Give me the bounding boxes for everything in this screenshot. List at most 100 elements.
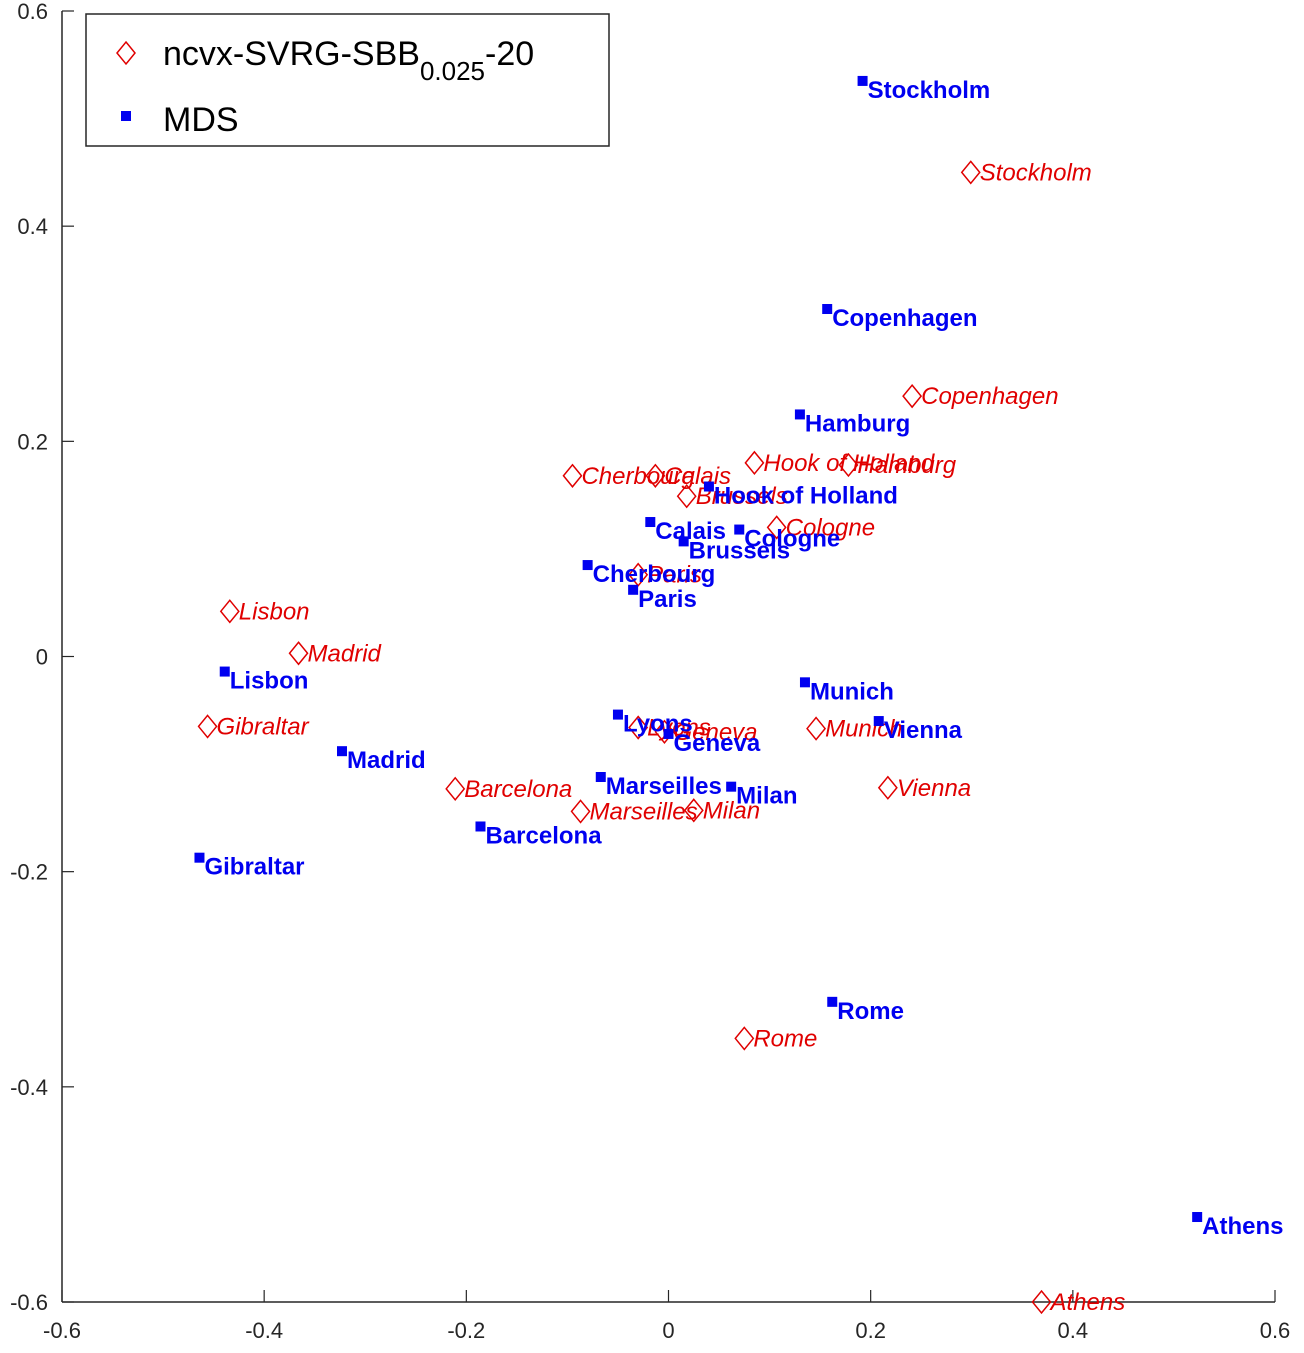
- legend-entry-mds: MDS: [163, 101, 239, 139]
- ncvx-label-stockholm: Stockholm: [980, 159, 1092, 186]
- ncvx-label-barcelona: Barcelona: [464, 776, 572, 803]
- x-tick-label: 0.4: [1058, 1318, 1089, 1343]
- ncvx-point-cologne: [766, 515, 787, 540]
- ncvx-label-copenhagen: Copenhagen: [921, 383, 1058, 410]
- ncvx-label-vienna: Vienna: [897, 775, 971, 802]
- x-tick-label: -0.4: [245, 1318, 283, 1343]
- y-tick-label: -0.6: [10, 1290, 48, 1315]
- ncvx-label-milan: Milan: [703, 797, 760, 824]
- mds-label-munich: Munich: [810, 678, 894, 705]
- mds-label-madrid: Madrid: [347, 747, 426, 774]
- y-tick-label: 0.2: [17, 429, 48, 454]
- mds-label-cherbourg: Cherbourg: [593, 561, 716, 588]
- ncvx-point-hamburg: [838, 452, 859, 478]
- mds-label-brussels: Brussels: [689, 537, 790, 564]
- ncvx-point-gibraltar: [197, 714, 218, 739]
- mds-label-lyons: Lyons: [623, 711, 693, 738]
- ncvx-label-paris: Paris: [647, 562, 702, 589]
- mds-point-lyons: [612, 709, 623, 720]
- x-tick-label: 0: [662, 1318, 674, 1343]
- data-marks: Stockholm Copenhagen Hook of Holland Hambur…: [194, 75, 1284, 1316]
- ncvx-label-cologne: Cologne: [786, 514, 875, 541]
- mds-point-marseilles: [595, 771, 606, 782]
- legend-square-marker: [121, 111, 131, 121]
- x-tick-label: -0.6: [43, 1318, 81, 1343]
- mds-label-geneva: Geneva: [674, 730, 761, 757]
- legend-ncvx-suffix: -20: [485, 35, 534, 73]
- ncvx-point-munich: [806, 716, 827, 741]
- ncvx-point-lisbon: [219, 599, 240, 624]
- ncvx-point-marseilles: [570, 799, 591, 824]
- mds-point-stockholm: [857, 75, 868, 86]
- x-tick-label: -0.2: [447, 1318, 485, 1343]
- ncvx-point-hook-of-holland: [744, 450, 765, 476]
- y-tick-label: -0.4: [10, 1075, 48, 1100]
- mds-label-copenhagen: Copenhagen: [832, 305, 977, 332]
- mds-point-madrid: [337, 746, 348, 757]
- mds-point-munich: [799, 677, 810, 688]
- ncvx-label-athens: Athens: [1048, 1289, 1125, 1316]
- legend-box: [85, 13, 610, 147]
- ncvx-label-madrid: Madrid: [308, 640, 382, 667]
- mds-label-vienna: Vienna: [884, 717, 963, 744]
- ncvx-point-calais: [645, 463, 666, 488]
- ncvx-label-geneva: Geneva: [673, 719, 757, 746]
- legend-ncvx-subscript: 0.025: [420, 56, 485, 86]
- ncvx-point-milan: [683, 798, 704, 823]
- mds-point-vienna: [873, 716, 884, 727]
- mds-point-cologne: [734, 524, 745, 535]
- mds-label-gibraltar: Gibraltar: [204, 854, 304, 881]
- ncvx-label-rome: Rome: [753, 1025, 817, 1052]
- ncvx-label-marseilles: Marseilles: [590, 798, 698, 825]
- ncvx-point-paris: [628, 562, 649, 587]
- ncvx-label-munich: Munich: [825, 716, 902, 743]
- mds-point-hook-of-holland: [703, 481, 714, 492]
- mds-label-rome: Rome: [837, 998, 904, 1025]
- y-tick-label: 0: [36, 645, 48, 670]
- ncvx-label-hamburg: Hamburg: [857, 452, 956, 479]
- ncvx-point-stockholm: [960, 160, 981, 185]
- ncvx-point-copenhagen: [902, 383, 923, 409]
- axes: -0.6 -0.4 -0.2 0 0.2 0.4 0.6 -0.6 -0.4 -0.2 0 0.2 0.…: [10, 0, 1290, 1343]
- x-tick-label: 0.2: [855, 1318, 886, 1343]
- mds-point-barcelona: [475, 821, 486, 832]
- ncvx-point-cherbourg: [562, 463, 583, 488]
- ncvx-point-madrid: [288, 641, 309, 666]
- mds-point-lisbon: [219, 666, 230, 677]
- ncvx-point-athens: [1031, 1289, 1052, 1315]
- mds-label-cologne: Cologne: [744, 526, 840, 553]
- legend-entry-ncvx: ncvx-SVRG-SBB0.025-20: [163, 35, 534, 86]
- mds-point-geneva: [663, 728, 674, 739]
- ncvx-point-barcelona: [445, 776, 466, 802]
- mds-point-rome: [827, 996, 838, 1007]
- mds-point-calais: [645, 517, 656, 528]
- ncvx-label-calais: Calais: [664, 463, 731, 490]
- y-tick-label: -0.2: [10, 860, 48, 885]
- ncvx-point-rome: [734, 1026, 755, 1051]
- series-mds: Stockholm Copenhagen Hamburg Hook of Hollan…: [194, 75, 1284, 1240]
- mds-point-milan: [726, 781, 737, 792]
- mds-label-hook-of-holland: Hook of Holland: [714, 483, 898, 510]
- mds-point-brussels: [678, 536, 689, 547]
- y-tick-label: 0.4: [17, 214, 48, 239]
- legend-diamond-marker: [116, 40, 136, 66]
- legend-ncvx-name: ncvx-SVRG-SBB: [163, 35, 420, 73]
- mds-label-athens: Athens: [1202, 1213, 1283, 1240]
- mds-point-cherbourg: [582, 560, 593, 571]
- mds-label-calais: Calais: [655, 518, 726, 545]
- mds-point-hamburg: [794, 409, 805, 420]
- mds-label-paris: Paris: [638, 586, 697, 613]
- mds-point-copenhagen: [822, 304, 833, 315]
- mds-point-athens: [1192, 1212, 1203, 1223]
- ncvx-point-vienna: [877, 775, 898, 800]
- mds-point-paris: [628, 584, 639, 595]
- series-ncvx: Stockholm Copenhagen Hook of Holland Hambur…: [197, 159, 1125, 1316]
- legend: ncvx-SVRG-SBB0.025-20 MDS: [85, 13, 610, 147]
- mds-label-milan: Milan: [736, 783, 797, 810]
- ncvx-label-gibraltar: Gibraltar: [217, 713, 310, 740]
- mds-label-barcelona: Barcelona: [485, 822, 602, 849]
- ncvx-label-lisbon: Lisbon: [239, 598, 310, 625]
- mds-point-gibraltar: [194, 852, 205, 863]
- y-tick-label: 0.6: [17, 0, 48, 24]
